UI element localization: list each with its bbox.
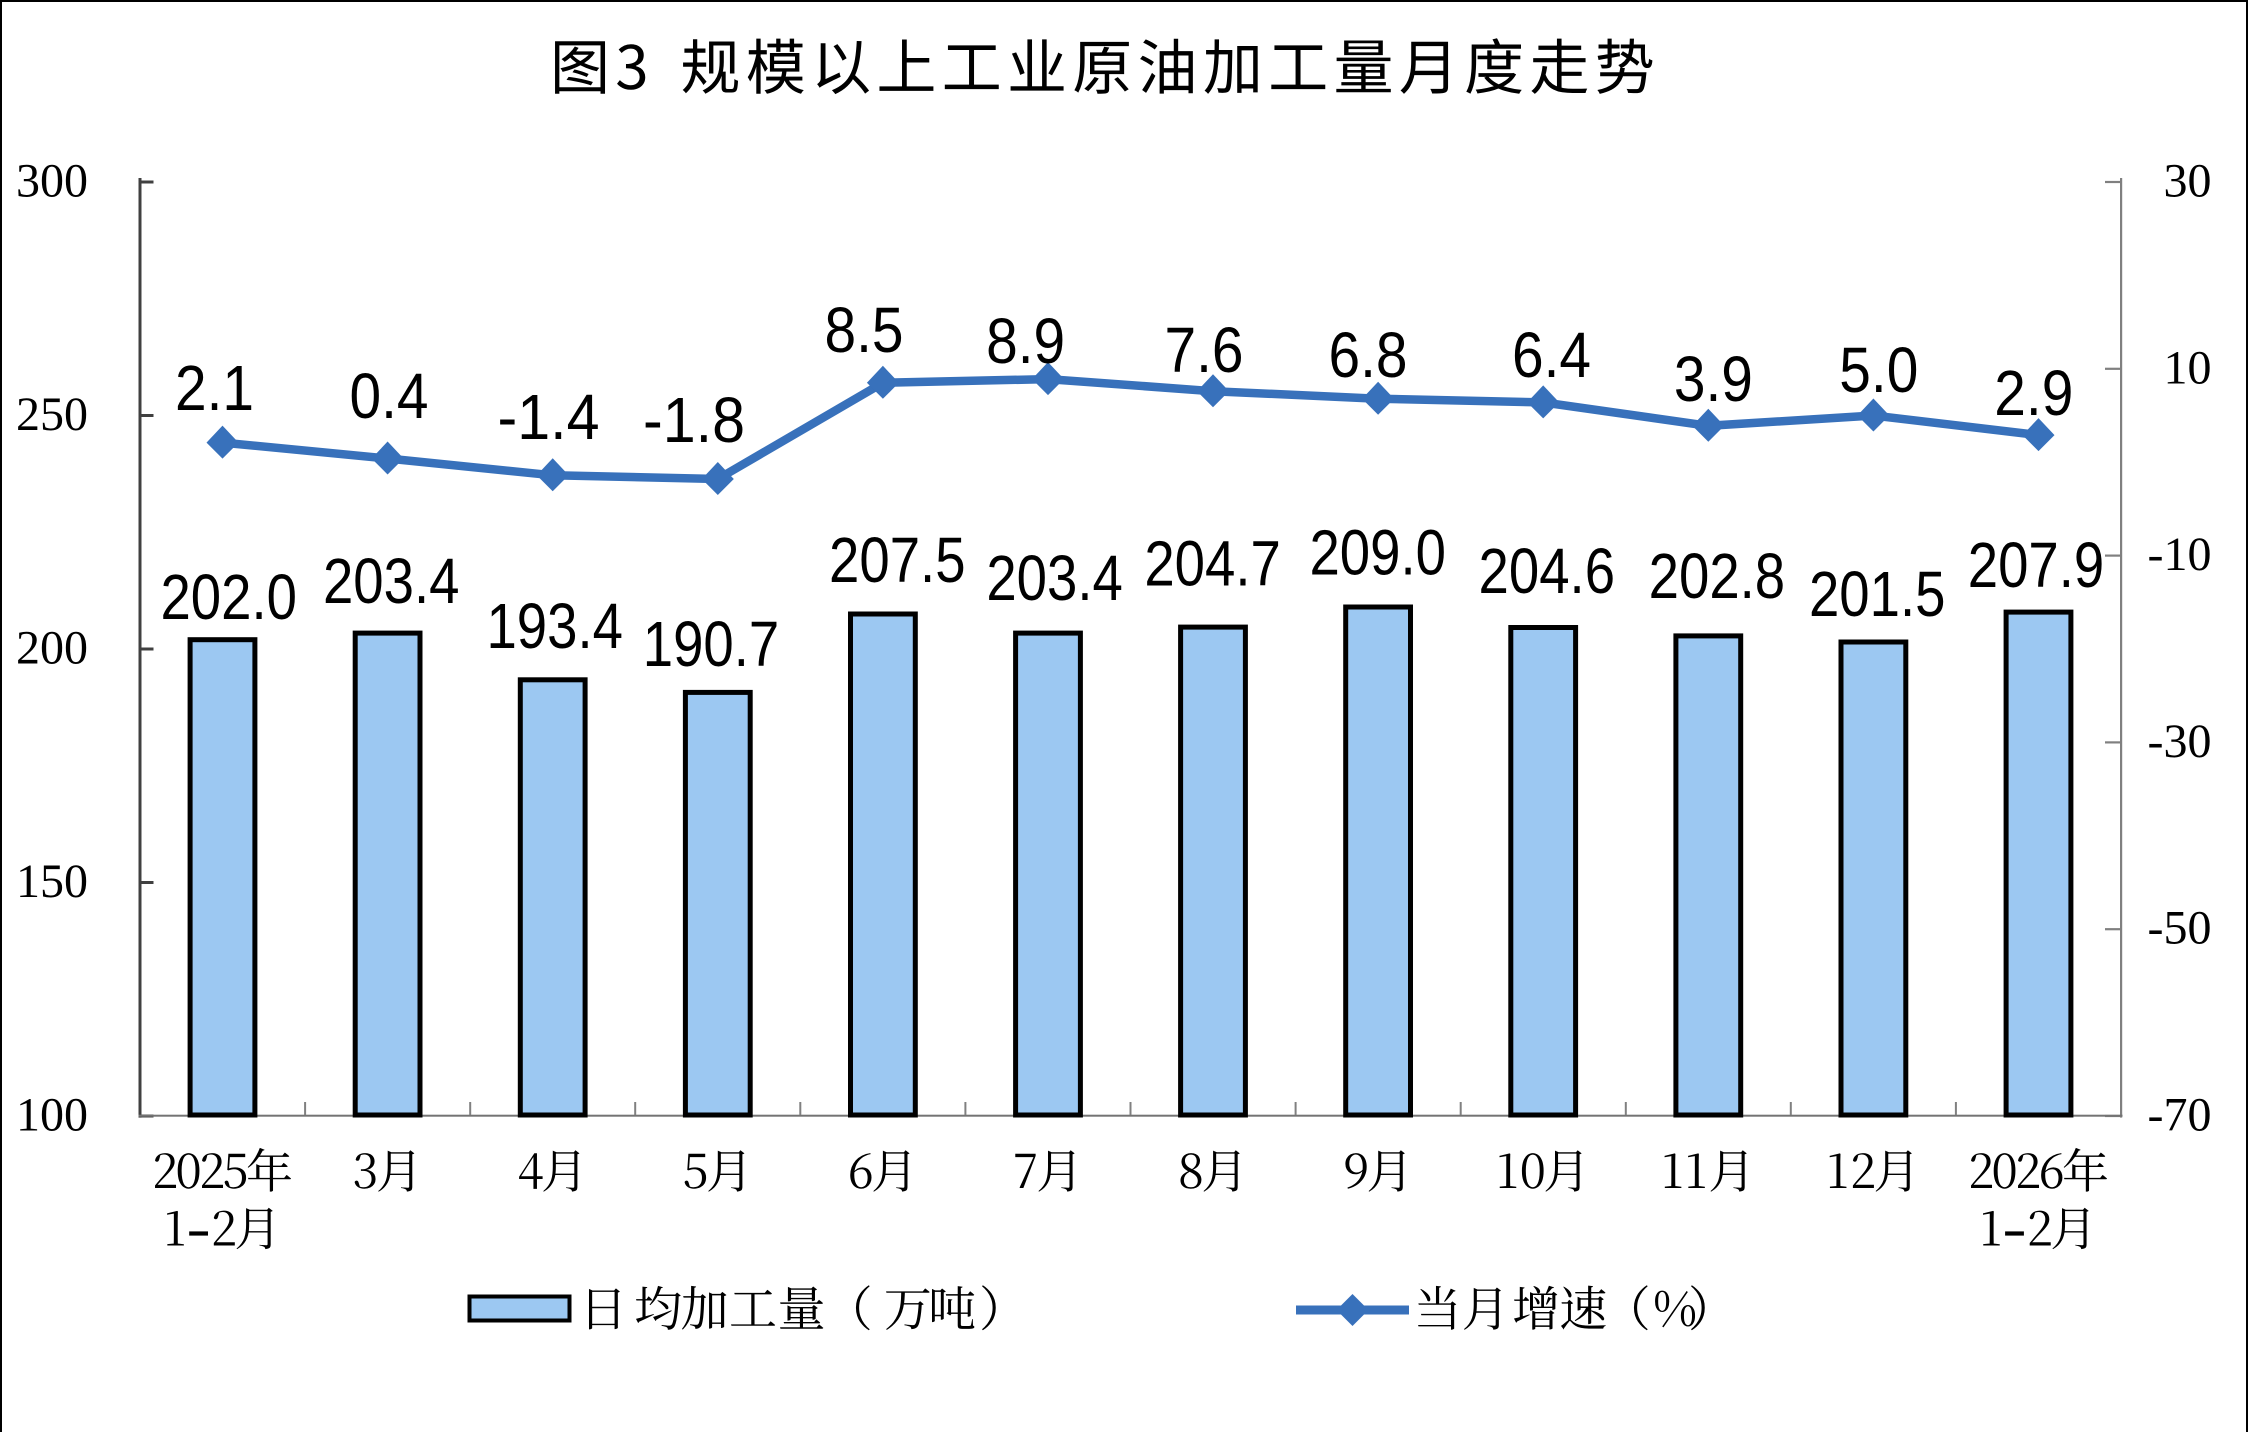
svg-text:30: 30 [2164, 155, 2212, 208]
svg-text:190.7: 190.7 [643, 608, 780, 680]
svg-text:6.8: 6.8 [1329, 319, 1408, 391]
svg-text:2.1: 2.1 [175, 352, 254, 424]
svg-text:10: 10 [2164, 341, 2212, 394]
svg-text:207.5: 207.5 [829, 524, 966, 596]
svg-text:207.9: 207.9 [1968, 529, 2105, 601]
svg-text:5.0: 5.0 [1839, 334, 1918, 406]
svg-text:100: 100 [16, 1089, 88, 1142]
svg-text:250: 250 [16, 388, 88, 441]
svg-text:-70: -70 [2148, 1089, 2212, 1142]
svg-text:200: 200 [16, 622, 88, 675]
svg-text:-10: -10 [2148, 528, 2212, 581]
svg-text:-30: -30 [2148, 715, 2212, 768]
svg-text:150: 150 [16, 855, 88, 908]
svg-text:202.0: 202.0 [160, 561, 297, 633]
svg-text:204.6: 204.6 [1479, 535, 1616, 607]
svg-text:209.0: 209.0 [1309, 517, 1446, 589]
svg-text:8.5: 8.5 [825, 294, 904, 366]
svg-text:203.4: 203.4 [323, 545, 460, 617]
svg-text:7.6: 7.6 [1165, 314, 1244, 386]
svg-text:3.9: 3.9 [1674, 343, 1753, 415]
svg-text:203.4: 203.4 [986, 542, 1123, 614]
svg-text:300: 300 [16, 155, 88, 208]
svg-text:2.9: 2.9 [1994, 357, 2073, 429]
svg-text:201.5: 201.5 [1809, 558, 1946, 630]
svg-text:6.4: 6.4 [1512, 319, 1591, 391]
svg-text:204.7: 204.7 [1144, 528, 1281, 600]
svg-text:193.4: 193.4 [486, 590, 623, 662]
svg-text:-50: -50 [2148, 902, 2212, 955]
svg-text:202.8: 202.8 [1649, 540, 1786, 612]
svg-text:8.9: 8.9 [986, 305, 1065, 377]
svg-text:-1.4: -1.4 [498, 381, 600, 453]
svg-text:0.4: 0.4 [350, 360, 429, 432]
svg-text:-1.8: -1.8 [643, 384, 745, 456]
